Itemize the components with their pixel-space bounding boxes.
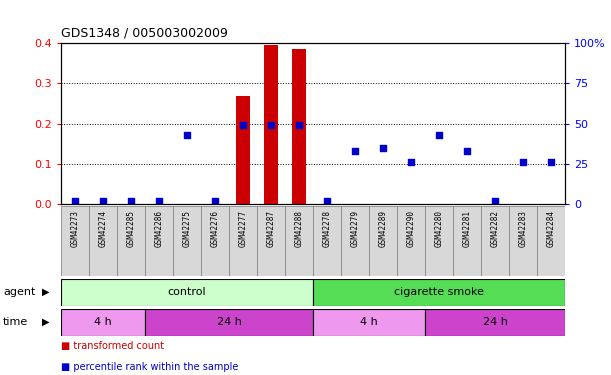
Point [463, 148, 472, 154]
Bar [369, 206, 397, 276]
Bar [61, 206, 89, 276]
Text: GSM42283: GSM42283 [519, 210, 528, 247]
Point [322, 198, 332, 204]
Text: GSM42280: GSM42280 [434, 210, 444, 247]
Bar [313, 206, 341, 276]
Point [154, 198, 164, 204]
Point [546, 159, 556, 165]
Text: 24 h: 24 h [217, 317, 241, 327]
Bar [229, 206, 257, 276]
Bar [425, 309, 565, 336]
Bar [89, 206, 117, 276]
Text: GSM42288: GSM42288 [295, 210, 304, 247]
Text: control: control [168, 287, 207, 297]
Text: GSM42273: GSM42273 [71, 210, 79, 247]
Point [266, 122, 276, 128]
Bar [537, 206, 565, 276]
Bar [117, 206, 145, 276]
Bar [61, 309, 145, 336]
Text: GSM42278: GSM42278 [323, 210, 332, 247]
Text: time: time [3, 317, 28, 327]
Bar [509, 206, 537, 276]
Point [378, 145, 388, 151]
Bar [453, 206, 481, 276]
Text: GSM42277: GSM42277 [239, 210, 247, 247]
Bar [313, 309, 425, 336]
Bar [285, 206, 313, 276]
Point [98, 198, 108, 204]
Bar [397, 206, 425, 276]
Point [490, 198, 500, 204]
Bar [292, 49, 306, 204]
Text: GSM42284: GSM42284 [547, 210, 555, 247]
Bar [481, 206, 509, 276]
Bar [313, 279, 565, 306]
Text: 4 h: 4 h [94, 317, 112, 327]
Point [126, 198, 136, 204]
Bar [145, 309, 313, 336]
Text: GSM42287: GSM42287 [266, 210, 276, 247]
Bar [425, 206, 453, 276]
Text: agent: agent [3, 287, 35, 297]
Text: 24 h: 24 h [483, 317, 508, 327]
Point [295, 122, 304, 128]
Text: GSM42289: GSM42289 [379, 210, 387, 247]
Text: GSM42285: GSM42285 [126, 210, 136, 247]
Text: ■ transformed count: ■ transformed count [61, 341, 164, 351]
Point [182, 132, 192, 138]
Text: GSM42281: GSM42281 [463, 210, 472, 247]
Point [70, 198, 80, 204]
Point [350, 148, 360, 154]
Bar [236, 96, 250, 204]
Bar [173, 206, 201, 276]
Text: GSM42276: GSM42276 [211, 210, 219, 247]
Text: 4 h: 4 h [360, 317, 378, 327]
Point [434, 132, 444, 138]
Text: GSM42282: GSM42282 [491, 210, 500, 247]
Text: GDS1348 / 005003002009: GDS1348 / 005003002009 [61, 26, 228, 39]
Text: ■ percentile rank within the sample: ■ percentile rank within the sample [61, 362, 238, 372]
Text: GSM42279: GSM42279 [351, 210, 360, 247]
Text: GSM42274: GSM42274 [98, 210, 108, 247]
Bar [264, 45, 278, 204]
Bar [257, 206, 285, 276]
Text: GSM42290: GSM42290 [407, 210, 415, 247]
Text: GSM42275: GSM42275 [183, 210, 192, 247]
Text: GSM42286: GSM42286 [155, 210, 164, 247]
Point [210, 198, 220, 204]
Bar [61, 279, 313, 306]
Bar [145, 206, 173, 276]
Bar [201, 206, 229, 276]
Text: ▶: ▶ [42, 317, 49, 327]
Point [406, 159, 416, 165]
Point [518, 159, 528, 165]
Text: ▶: ▶ [42, 287, 49, 297]
Point [238, 122, 248, 128]
Bar [341, 206, 369, 276]
Text: cigarette smoke: cigarette smoke [394, 287, 484, 297]
